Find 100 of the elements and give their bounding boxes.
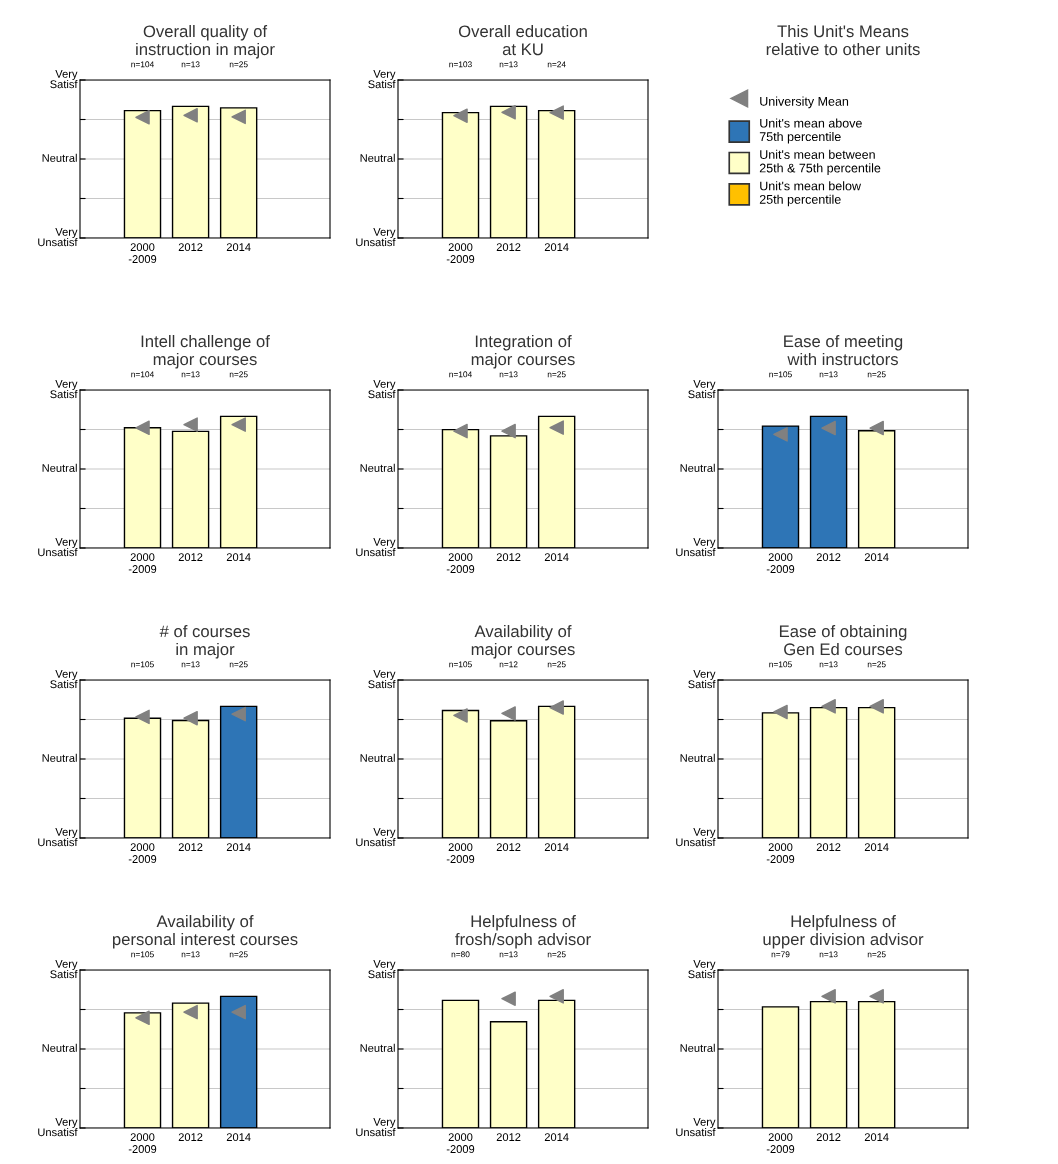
- text: n=25: [547, 951, 566, 958]
- text: Very Unsatisf: [38, 828, 78, 847]
- chart-title: # of courses in major: [159, 624, 250, 659]
- x-tick-label: 2012: [178, 243, 203, 252]
- text: n=13: [181, 61, 200, 68]
- text: Neutral: [680, 463, 715, 472]
- x-tick-label: 2000 -2009: [446, 243, 475, 263]
- text: Very Satisf: [368, 70, 396, 89]
- x-tick-label: 2012: [816, 553, 841, 562]
- text: Very Satisf: [50, 960, 78, 979]
- x-tick-label: 2000 -2009: [128, 843, 157, 863]
- text: n=79: [771, 951, 790, 958]
- chart-title: Intell challenge of major courses: [141, 334, 270, 369]
- text: n=25: [547, 661, 566, 668]
- text: Very Unsatisf: [356, 828, 396, 847]
- text: Very Satisf: [368, 380, 396, 399]
- text: Neutral: [42, 153, 77, 162]
- chart-title: Overall quality of instruction in major: [136, 24, 275, 59]
- text: n=25: [229, 61, 248, 68]
- legend-label: Unit's mean above 75th percentile: [759, 118, 862, 144]
- chart-title: Helpfulness of upper division advisor: [763, 914, 924, 949]
- x-tick-label: 2012: [496, 1133, 521, 1142]
- text: Very Unsatisf: [38, 538, 78, 557]
- text: Very Unsatisf: [676, 828, 716, 847]
- text: Neutral: [360, 1043, 395, 1052]
- x-tick-label: 2014: [864, 553, 889, 562]
- text: Neutral: [360, 753, 395, 762]
- text: Neutral: [680, 1043, 715, 1052]
- text: Very Satisf: [688, 960, 716, 979]
- x-tick-label: 2012: [816, 843, 841, 852]
- x-tick-label: 2000 -2009: [128, 243, 157, 263]
- text: Very Satisf: [50, 670, 78, 689]
- text: n=105: [449, 661, 472, 668]
- x-tick-label: 2014: [864, 1133, 889, 1142]
- chart-title: Availability of personal interest courses: [112, 914, 298, 949]
- legend-label: University Mean: [760, 96, 849, 109]
- text: n=13: [181, 371, 200, 378]
- text: Very Satisf: [368, 960, 396, 979]
- text: Very Satisf: [688, 380, 716, 399]
- x-tick-label: 2000 -2009: [446, 553, 475, 573]
- text: Very Unsatisf: [676, 1118, 716, 1137]
- text: n=13: [181, 661, 200, 668]
- text: n=104: [131, 371, 154, 378]
- x-tick-label: 2000 -2009: [446, 843, 475, 863]
- chart-title: Overall education at KU: [458, 24, 587, 56]
- text: n=25: [229, 951, 248, 958]
- chart-title: Helpfulness of frosh/soph advisor: [455, 914, 591, 949]
- text: n=105: [131, 951, 154, 958]
- x-tick-label: 2014: [864, 843, 889, 852]
- text: n=105: [131, 661, 154, 668]
- text: n=13: [819, 661, 838, 668]
- x-tick-label: 2014: [226, 1133, 251, 1142]
- x-tick-label: 2014: [544, 243, 569, 252]
- x-tick-label: 2012: [178, 553, 203, 562]
- text: Neutral: [42, 753, 77, 762]
- x-tick-label: 2014: [544, 553, 569, 562]
- text: Very Satisf: [50, 70, 78, 89]
- x-tick-label: 2012: [496, 553, 521, 562]
- text: n=12: [499, 661, 518, 668]
- x-tick-label: 2014: [544, 1133, 569, 1142]
- text: n=13: [181, 951, 200, 958]
- text: Neutral: [360, 153, 395, 162]
- text: Very Unsatisf: [676, 538, 716, 557]
- text: Neutral: [42, 1043, 77, 1052]
- x-tick-label: 2000 -2009: [766, 553, 795, 573]
- text: Very Unsatisf: [356, 228, 396, 247]
- text: n=13: [819, 371, 838, 378]
- x-tick-label: 2012: [816, 1133, 841, 1142]
- text: Very Unsatisf: [356, 538, 396, 557]
- text: Very Unsatisf: [38, 228, 78, 247]
- text: n=25: [229, 371, 248, 378]
- chart-title: Ease of meeting with instructors: [784, 334, 903, 366]
- chart-title: Availability of major courses: [471, 624, 575, 659]
- text: n=80: [451, 951, 470, 958]
- legend-label: Unit's mean between 25th & 75th percentile: [759, 149, 881, 175]
- text: Very Satisf: [368, 670, 396, 689]
- x-tick-label: 2012: [496, 243, 521, 252]
- text: n=13: [499, 61, 518, 68]
- x-tick-label: 2000 -2009: [128, 1133, 157, 1153]
- x-tick-label: 2000 -2009: [128, 553, 157, 573]
- chart-title: Ease of obtaining Gen Ed courses: [779, 624, 907, 656]
- text: n=25: [229, 661, 248, 668]
- text: n=103: [449, 61, 472, 68]
- chart-title: Integration of major courses: [471, 334, 575, 369]
- x-tick-label: 2000 -2009: [446, 1133, 475, 1153]
- text: This Unit's Means relative to other units: [766, 24, 920, 56]
- text: n=13: [499, 951, 518, 958]
- x-tick-label: 2012: [178, 1133, 203, 1142]
- text: n=13: [819, 951, 838, 958]
- text: n=25: [547, 371, 566, 378]
- x-tick-label: 2014: [544, 843, 569, 852]
- x-tick-label: 2014: [226, 843, 251, 852]
- text: Very Unsatisf: [38, 1118, 78, 1137]
- text: n=13: [499, 371, 518, 378]
- x-tick-label: 2000 -2009: [766, 843, 795, 863]
- x-tick-label: 2000 -2009: [766, 1133, 795, 1153]
- x-tick-label: 2012: [496, 843, 521, 852]
- text: Neutral: [680, 753, 715, 762]
- text: n=105: [769, 371, 792, 378]
- text: n=24: [547, 61, 566, 68]
